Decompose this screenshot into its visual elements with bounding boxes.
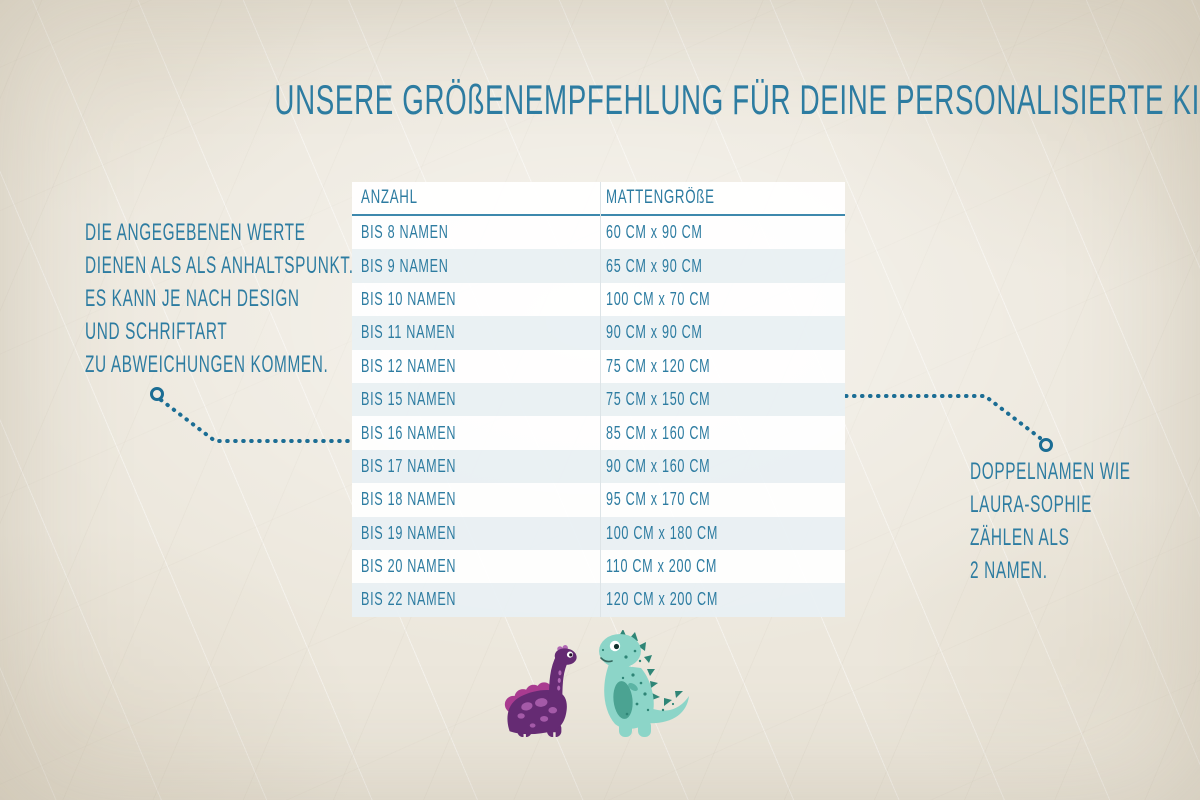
left-connector-circle <box>150 387 164 401</box>
table-row: BIS 20 NAMEN 110 CM x 200 CM <box>352 549 845 584</box>
left-connector-line <box>150 387 354 443</box>
dino-spots <box>517 698 558 728</box>
header-underline <box>352 214 845 216</box>
page-title-text: UNSERE GRÖßENEMPFEHLUNG FÜR DEINE PERSON… <box>274 76 1200 123</box>
cell-anzahl: BIS 12 NAMEN <box>361 355 457 376</box>
dino-head <box>599 634 641 668</box>
left-connector-dots <box>159 398 354 443</box>
cell-anzahl: BIS 8 NAMEN <box>361 222 449 243</box>
right-note-line: LAURA-SOPHIE <box>970 491 1093 518</box>
cell-anzahl: BIS 16 NAMEN <box>361 422 457 443</box>
cell-anzahl: BIS 18 NAMEN <box>361 489 457 510</box>
cell-size: 60 CM x 90 CM <box>606 222 703 243</box>
table-row: BIS 18 NAMEN 95 CM x 170 CM <box>352 483 845 517</box>
dino-smile <box>600 657 613 663</box>
col-header-anzahl: ANZAHL <box>361 187 418 208</box>
dino-tail <box>645 696 689 724</box>
table-row: BIS 9 NAMEN 65 CM x 90 CM <box>352 249 845 283</box>
cell-anzahl: BIS 9 NAMEN <box>361 255 449 276</box>
table-row: BIS 22 NAMEN 120 CM x 200 CM <box>352 583 845 617</box>
dino-belly <box>613 681 633 719</box>
table-row: BIS 11 NAMEN 90 CM x 90 CM <box>352 316 845 350</box>
teal-dino-illustration <box>599 630 689 737</box>
dino-head <box>554 645 577 665</box>
left-note-line: UND SCHRIFTART <box>85 318 228 345</box>
table-row: BIS 19 NAMEN 100 CM x 180 CM <box>352 516 845 550</box>
right-note-line: 2 NAMEN. <box>970 557 1048 584</box>
cell-anzahl: BIS 11 NAMEN <box>361 322 456 343</box>
cell-anzahl: BIS 10 NAMEN <box>361 288 457 309</box>
cell-size: 75 CM x 150 CM <box>606 389 711 410</box>
table-row: BIS 10 NAMEN 100 CM x 70 CM <box>352 282 845 317</box>
cell-size: 90 CM x 90 CM <box>606 322 703 343</box>
left-note-line: DIENEN ALS ALS ANHALTSPUNKT. <box>85 252 354 279</box>
right-connector-line <box>844 394 1053 452</box>
cell-size: 65 CM x 90 CM <box>606 255 703 276</box>
dino-dots <box>621 649 675 716</box>
col-header-mattengroesse: MATTENGRÖßE <box>606 187 715 208</box>
cell-size: 90 CM x 160 CM <box>606 455 711 476</box>
purple-dino-illustration <box>504 645 577 738</box>
dino-neck-dashes <box>557 670 562 691</box>
cell-size: 85 CM x 160 CM <box>606 422 711 443</box>
table-row: BIS 12 NAMEN 75 CM x 120 CM <box>352 349 845 383</box>
right-connector-circle <box>1039 438 1053 452</box>
right-note-line: DOPPELNAMEN WIE <box>970 458 1131 485</box>
right-connector-dots <box>844 394 1042 440</box>
page-title: UNSERE GRÖßENEMPFEHLUNG FÜR DEINE PERSON… <box>0 76 1200 124</box>
cell-anzahl: BIS 20 NAMEN <box>361 556 457 577</box>
table-row: BIS 15 NAMEN 75 CM x 150 CM <box>352 382 845 417</box>
table-row: BIS 16 NAMEN 85 CM x 160 CM <box>352 416 845 450</box>
cell-size: 75 CM x 120 CM <box>606 355 711 376</box>
cell-size: 110 CM x 200 CM <box>606 556 718 577</box>
cell-size: 100 CM x 70 CM <box>606 288 711 309</box>
left-note: DIE ANGEGEBENEN WERTE DIENEN ALS ALS ANH… <box>85 216 505 381</box>
left-note-line: ES KANN JE NACH DESIGN <box>85 285 300 312</box>
cell-anzahl: BIS 15 NAMEN <box>361 389 457 410</box>
right-note-line: ZÄHLEN ALS <box>970 524 1070 551</box>
table-header-row: ANZAHL MATTENGRÖßE <box>352 182 845 214</box>
column-divider <box>600 182 601 617</box>
cell-anzahl: BIS 19 NAMEN <box>361 522 457 543</box>
left-note-line: DIE ANGEGEBENEN WERTE <box>85 219 306 246</box>
cell-size: 95 CM x 170 CM <box>606 489 711 510</box>
table-row: BIS 17 NAMEN 90 CM x 160 CM <box>352 449 845 484</box>
cell-anzahl: BIS 22 NAMEN <box>361 589 457 610</box>
dino-arm <box>628 683 638 691</box>
left-note-line: ZU ABWEICHUNGEN KOMMEN. <box>85 351 329 378</box>
right-note: DOPPELNAMEN WIE LAURA-SOPHIE ZÄHLEN ALS … <box>970 455 1200 587</box>
dino-face <box>600 640 621 663</box>
table-row: BIS 8 NAMEN 60 CM x 90 CM <box>352 216 845 250</box>
cell-size: 120 CM x 200 CM <box>606 589 719 610</box>
cell-anzahl: BIS 17 NAMEN <box>361 455 457 476</box>
size-table: ANZAHL MATTENGRÖßE BIS 8 NAMEN 60 CM x 9… <box>352 182 845 617</box>
cell-size: 100 CM x 180 CM <box>606 522 719 543</box>
